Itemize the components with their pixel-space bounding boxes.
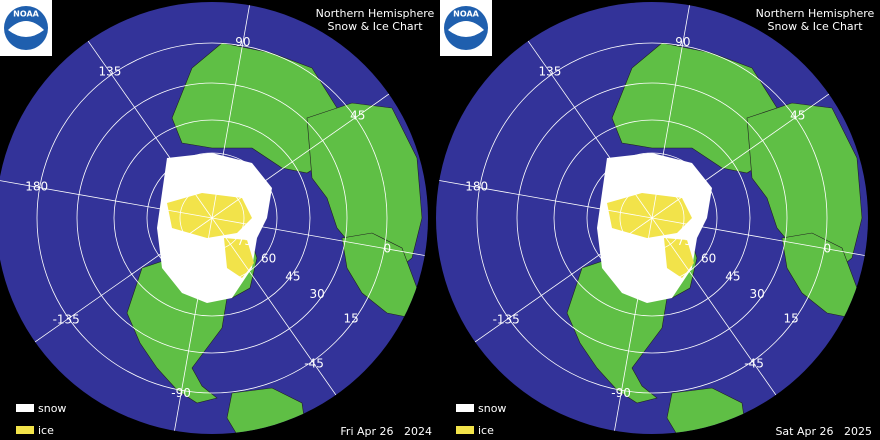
logo-text: NOAA: [13, 10, 39, 19]
latitude-label: 75: [237, 234, 252, 248]
latitude-circle: [146, 152, 278, 284]
longitude-label: 0: [383, 241, 391, 255]
meridian: [211, 93, 390, 219]
latitude-circle: [619, 185, 685, 251]
legend-label: snow: [478, 402, 506, 415]
meridian: [211, 217, 425, 256]
longitude-label: 90: [235, 35, 250, 49]
latitude-label: 30: [310, 287, 325, 301]
longitude-label: 45: [350, 108, 365, 122]
longitude-label: 180: [465, 180, 488, 194]
latitude-circle: [553, 119, 751, 317]
meridian: [211, 217, 337, 396]
meridian: [527, 40, 653, 219]
longitude-label: 90: [675, 35, 690, 49]
latitude-label: 75: [677, 234, 692, 248]
longitude-label: -90: [171, 386, 191, 400]
land-layer: [566, 42, 863, 434]
latitude-circle: [76, 82, 348, 354]
meridian: [651, 217, 777, 396]
polar-map: 90 135 45 180 0 -135 -45 -90 75 60 45 30 15: [0, 2, 428, 434]
latitude-circle: [586, 152, 718, 284]
latitude-circle: [179, 185, 245, 251]
logo-wave: [448, 21, 484, 37]
latitude-label: 15: [344, 312, 359, 326]
longitude-label: 180: [25, 180, 48, 194]
ice-cover: [607, 193, 692, 238]
meridian: [474, 217, 653, 343]
latitude-label: 15: [784, 312, 799, 326]
meridian: [651, 217, 865, 256]
land-layer: [126, 42, 423, 434]
ice-cover: [224, 238, 254, 278]
chart-title: Snow & Ice Chart: [327, 20, 423, 33]
latitude-circle: [516, 82, 788, 354]
longitude-label: 135: [98, 65, 121, 79]
meridian: [34, 217, 213, 343]
longitude-label: -135: [493, 313, 520, 327]
meridian: [439, 180, 653, 219]
legend-swatch: [456, 404, 474, 412]
latitude-circle: [36, 42, 388, 394]
meridian: [0, 180, 213, 219]
legend-swatch: [16, 404, 34, 412]
map-panel: 90 135 45 180 0 -135 -45 -90 75 60 45 30 15 NOAA North…: [436, 0, 875, 438]
legend-label: ice: [478, 424, 494, 437]
latitude-label: 60: [261, 252, 276, 266]
logo-wave: [8, 21, 44, 37]
latitude-circle: [113, 119, 311, 317]
longitude-label: -45: [744, 356, 764, 370]
latitude-label: 60: [701, 252, 716, 266]
longitude-label: 0: [823, 241, 831, 255]
longitude-label: 135: [538, 65, 561, 79]
longitude-label: -45: [304, 356, 324, 370]
latitude-label: 45: [725, 269, 740, 283]
chart-date: Fri Apr 26 2024: [340, 425, 432, 438]
legend-label: snow: [38, 402, 66, 415]
meridian: [614, 217, 653, 431]
polar-map: 90 135 45 180 0 -135 -45 -90 75 60 45 30 15: [436, 2, 868, 434]
ice-cover: [664, 238, 694, 278]
meridian: [651, 5, 690, 219]
meridian: [87, 40, 213, 219]
latitude-label: 30: [750, 287, 765, 301]
legend-label: ice: [38, 424, 54, 437]
chart-title: Northern Hemisphere: [756, 7, 875, 20]
map-panel: 90 135 45 180 0 -135 -45 -90 75 60 45 30 15 NOAA North…: [0, 0, 435, 438]
chart-title: Snow & Ice Chart: [767, 20, 863, 33]
meridian: [211, 5, 250, 219]
chart-title: Northern Hemisphere: [316, 7, 435, 20]
longitude-label: -135: [53, 313, 80, 327]
chart-date: Sat Apr 26 2025: [775, 425, 872, 438]
longitude-label: -90: [611, 386, 631, 400]
legend-swatch: [16, 426, 34, 434]
latitude-label: 45: [285, 269, 300, 283]
longitude-label: 45: [790, 108, 805, 122]
meridian: [174, 217, 213, 431]
meridian: [651, 93, 830, 219]
legend-swatch: [456, 426, 474, 434]
ice-cover: [167, 193, 252, 238]
logo-text: NOAA: [453, 10, 479, 19]
latitude-circle: [476, 42, 828, 394]
